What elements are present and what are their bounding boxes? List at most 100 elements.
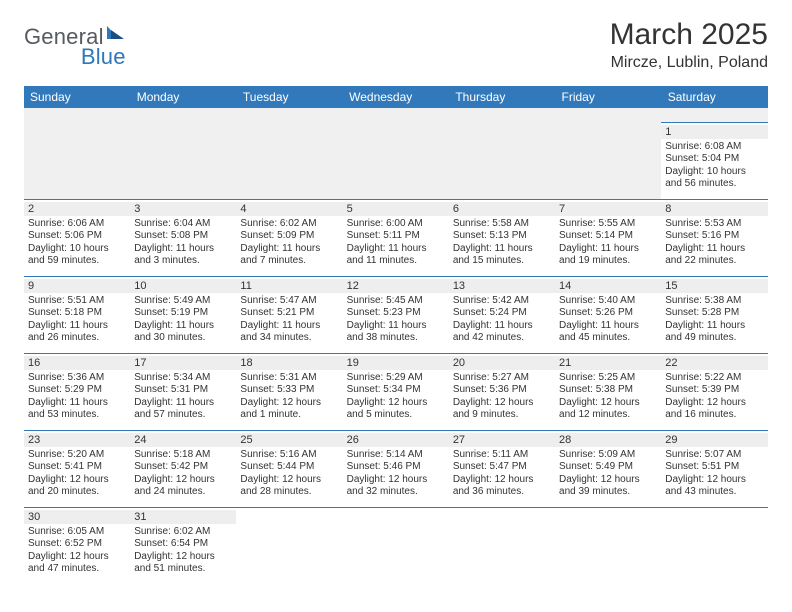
cell-details: Sunrise: 5:53 AMSunset: 5:16 PMDaylight:… xyxy=(665,218,763,268)
daylight-line: Daylight: 12 hours and 28 minutes. xyxy=(240,474,338,499)
calendar-cell: 28Sunrise: 5:09 AMSunset: 5:49 PMDayligh… xyxy=(555,430,661,507)
sunset-line: Sunset: 5:18 PM xyxy=(28,307,126,320)
cell-details: Sunrise: 5:47 AMSunset: 5:21 PMDaylight:… xyxy=(240,295,338,345)
daylight-line: Daylight: 12 hours and 36 minutes. xyxy=(453,474,551,499)
daylight-line: Daylight: 12 hours and 12 minutes. xyxy=(559,397,657,422)
day-number: 3 xyxy=(130,202,236,216)
dayheader-sun: Sunday xyxy=(24,86,130,108)
day-number: 6 xyxy=(449,202,555,216)
daylight-line: Daylight: 11 hours and 19 minutes. xyxy=(559,243,657,268)
day-number: 20 xyxy=(449,356,555,370)
sunrise-line: Sunrise: 6:08 AM xyxy=(665,141,763,154)
cell-details: Sunrise: 5:49 AMSunset: 5:19 PMDaylight:… xyxy=(134,295,232,345)
calendar-cell: 1Sunrise: 6:08 AMSunset: 5:04 PMDaylight… xyxy=(661,122,767,199)
sunrise-line: Sunrise: 5:09 AM xyxy=(559,449,657,462)
sunset-line: Sunset: 5:23 PM xyxy=(347,307,445,320)
calendar-cell xyxy=(555,507,661,587)
daylight-line: Daylight: 11 hours and 3 minutes. xyxy=(134,243,232,268)
day-number: 26 xyxy=(343,433,449,447)
sunrise-line: Sunrise: 5:53 AM xyxy=(665,218,763,231)
calendar-body: 1Sunrise: 6:08 AMSunset: 5:04 PMDaylight… xyxy=(24,108,768,587)
daylight-line: Daylight: 11 hours and 42 minutes. xyxy=(453,320,551,345)
daylight-line: Daylight: 11 hours and 57 minutes. xyxy=(134,397,232,422)
sunset-line: Sunset: 5:42 PM xyxy=(134,461,232,474)
day-number: 29 xyxy=(661,433,767,447)
calendar-cell: 4Sunrise: 6:02 AMSunset: 5:09 PMDaylight… xyxy=(236,199,342,276)
sunset-line: Sunset: 5:28 PM xyxy=(665,307,763,320)
sunrise-line: Sunrise: 6:04 AM xyxy=(134,218,232,231)
daylight-line: Daylight: 11 hours and 7 minutes. xyxy=(240,243,338,268)
cell-details: Sunrise: 6:02 AMSunset: 6:54 PMDaylight:… xyxy=(134,526,232,576)
daylight-line: Daylight: 11 hours and 45 minutes. xyxy=(559,320,657,345)
calendar-cell: 29Sunrise: 5:07 AMSunset: 5:51 PMDayligh… xyxy=(661,430,767,507)
day-number: 19 xyxy=(343,356,449,370)
sunrise-line: Sunrise: 5:51 AM xyxy=(28,295,126,308)
daylight-line: Daylight: 11 hours and 22 minutes. xyxy=(665,243,763,268)
day-number: 18 xyxy=(236,356,342,370)
calendar-cell: 24Sunrise: 5:18 AMSunset: 5:42 PMDayligh… xyxy=(130,430,236,507)
calendar-cell: 17 Sunrise: 5:34 AMSunset: 5:31 PMDayligh… xyxy=(130,353,236,430)
sunrise-line: Sunrise: 5:16 AM xyxy=(240,449,338,462)
dayheader-fri: Friday xyxy=(555,86,661,108)
cell-details: Sunrise: 5:58 AMSunset: 5:13 PMDaylight:… xyxy=(453,218,551,268)
sunset-line: Sunset: 5:08 PM xyxy=(134,230,232,243)
sunset-line: Sunset: 5:33 PM xyxy=(240,384,338,397)
cell-details: Sunrise: 5:14 AMSunset: 5:46 PMDaylight:… xyxy=(347,449,445,499)
calendar-cell: 16Sunrise: 5:36 AMSunset: 5:29 PMDayligh… xyxy=(24,353,130,430)
calendar-cell xyxy=(555,122,661,199)
daylight-line: Daylight: 12 hours and 1 minute. xyxy=(240,397,338,422)
day-number: 8 xyxy=(661,202,767,216)
calendar-cell: 31 Sunrise: 6:02 AMSunset: 6:54 PMDayligh… xyxy=(130,507,236,587)
cell-details: Sunrise: 5:40 AMSunset: 5:26 PMDaylight:… xyxy=(559,295,657,345)
daylight-line: Daylight: 11 hours and 53 minutes. xyxy=(28,397,126,422)
sunrise-line: Sunrise: 5:20 AM xyxy=(28,449,126,462)
cell-details: Sunrise: 5:18 AMSunset: 5:42 PMDaylight:… xyxy=(134,449,232,499)
sunrise-line: Sunrise: 5:11 AM xyxy=(453,449,551,462)
daylight-line: Daylight: 12 hours and 9 minutes. xyxy=(453,397,551,422)
sunrise-line: Sunrise: 5:31 AM xyxy=(240,372,338,385)
cell-details: Sunrise: 5:38 AMSunset: 5:28 PMDaylight:… xyxy=(665,295,763,345)
cell-details: Sunrise: 5:27 AMSunset: 5:36 PMDaylight:… xyxy=(453,372,551,422)
calendar-row: 2 Sunrise: 6:06 AMSunset: 5:06 PMDaylight… xyxy=(24,199,768,276)
cell-details: Sunrise: 5:31 AMSunset: 5:33 PMDaylight:… xyxy=(240,372,338,422)
cell-details: Sunrise: 5:36 AMSunset: 5:29 PMDaylight:… xyxy=(28,372,126,422)
sunrise-line: Sunrise: 5:29 AM xyxy=(347,372,445,385)
day-number: 1 xyxy=(661,125,767,139)
cell-details: Sunrise: 6:06 AMSunset: 5:06 PMDaylight:… xyxy=(28,218,126,268)
daylight-line: Daylight: 12 hours and 5 minutes. xyxy=(347,397,445,422)
daylight-line: Daylight: 10 hours and 56 minutes. xyxy=(665,166,763,191)
sunrise-line: Sunrise: 5:34 AM xyxy=(134,372,232,385)
sunset-line: Sunset: 5:47 PM xyxy=(453,461,551,474)
daylight-line: Daylight: 12 hours and 16 minutes. xyxy=(665,397,763,422)
day-number: 30 xyxy=(24,510,130,524)
day-number: 17 xyxy=(130,356,236,370)
day-number: 31 xyxy=(130,510,236,524)
day-number: 14 xyxy=(555,279,661,293)
cell-details: Sunrise: 5:42 AMSunset: 5:24 PMDaylight:… xyxy=(453,295,551,345)
cell-details: Sunrise: 5:11 AMSunset: 5:47 PMDaylight:… xyxy=(453,449,551,499)
daylight-line: Daylight: 12 hours and 43 minutes. xyxy=(665,474,763,499)
sunrise-line: Sunrise: 6:00 AM xyxy=(347,218,445,231)
calendar-cell: 15Sunrise: 5:38 AMSunset: 5:28 PMDayligh… xyxy=(661,276,767,353)
cell-details: Sunrise: 5:16 AMSunset: 5:44 PMDaylight:… xyxy=(240,449,338,499)
calendar-cell: 9Sunrise: 5:51 AMSunset: 5:18 PMDaylight… xyxy=(24,276,130,353)
dayheader-tue: Tuesday xyxy=(236,86,342,108)
daylight-line: Daylight: 12 hours and 51 minutes. xyxy=(134,551,232,576)
day-number: 5 xyxy=(343,202,449,216)
cell-details: Sunrise: 5:34 AMSunset: 5:31 PMDaylight:… xyxy=(134,372,232,422)
sunset-line: Sunset: 5:34 PM xyxy=(347,384,445,397)
sunset-line: Sunset: 5:51 PM xyxy=(665,461,763,474)
day-number: 11 xyxy=(236,279,342,293)
day-number: 2 xyxy=(24,202,130,216)
cell-details: Sunrise: 5:55 AMSunset: 5:14 PMDaylight:… xyxy=(559,218,657,268)
cell-details: Sunrise: 6:02 AMSunset: 5:09 PMDaylight:… xyxy=(240,218,338,268)
sunset-line: Sunset: 5:21 PM xyxy=(240,307,338,320)
daylight-line: Daylight: 12 hours and 20 minutes. xyxy=(28,474,126,499)
cell-details: Sunrise: 5:09 AMSunset: 5:49 PMDaylight:… xyxy=(559,449,657,499)
daylight-line: Daylight: 12 hours and 39 minutes. xyxy=(559,474,657,499)
calendar-cell xyxy=(449,122,555,199)
sunset-line: Sunset: 5:46 PM xyxy=(347,461,445,474)
sunset-line: Sunset: 5:26 PM xyxy=(559,307,657,320)
calendar-cell: 13Sunrise: 5:42 AMSunset: 5:24 PMDayligh… xyxy=(449,276,555,353)
daylight-line: Daylight: 10 hours and 59 minutes. xyxy=(28,243,126,268)
